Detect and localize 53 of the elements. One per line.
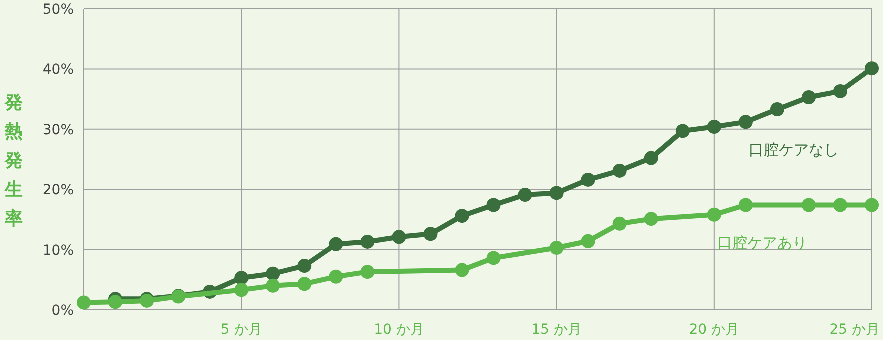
point [455, 209, 470, 224]
point [298, 259, 312, 274]
point [234, 271, 249, 286]
point [329, 237, 344, 252]
point [707, 208, 722, 222]
y-tick-label: 10% [42, 242, 74, 259]
y-tick-label: 0% [52, 303, 74, 319]
point [865, 62, 879, 76]
y-tick-label: 20% [42, 182, 74, 199]
point [865, 198, 879, 212]
point [833, 198, 848, 212]
point [234, 283, 249, 298]
point [424, 227, 438, 242]
point [644, 151, 658, 166]
point [486, 251, 501, 266]
point [550, 186, 564, 200]
y-tick-label: 40% [42, 62, 74, 78]
x-tick-label: 15 か月 [532, 322, 582, 338]
point [266, 278, 280, 293]
point [676, 124, 690, 138]
point [802, 198, 816, 212]
point [581, 234, 596, 248]
x-tick-label: 5 か月 [220, 322, 262, 338]
point [360, 234, 375, 249]
point [108, 295, 123, 310]
point [392, 230, 406, 244]
point [581, 172, 596, 187]
series-label: 口腔ケアなし [748, 141, 839, 160]
point [644, 212, 658, 226]
y-axis-title: 発熱発生率 [4, 92, 23, 230]
x-tick-label: 25 か月 [830, 322, 880, 338]
point [802, 90, 816, 104]
point [360, 265, 375, 280]
point [738, 198, 753, 212]
point [833, 84, 848, 98]
point [550, 240, 564, 255]
x-tick-label: 20 か月 [689, 322, 740, 338]
point [738, 115, 753, 130]
point [266, 266, 280, 281]
y-tick-label: 50% [42, 2, 74, 18]
point [298, 277, 312, 292]
point [612, 216, 627, 231]
point [329, 270, 344, 284]
series-label: 口腔ケアあり [717, 234, 808, 252]
point [77, 296, 91, 310]
point [707, 120, 722, 134]
point [486, 198, 501, 212]
point [518, 188, 532, 202]
point [455, 263, 470, 278]
point [770, 102, 784, 117]
y-tick-label: 30% [42, 122, 74, 138]
x-tick-label: 10 か月 [374, 322, 424, 338]
point [612, 164, 627, 178]
